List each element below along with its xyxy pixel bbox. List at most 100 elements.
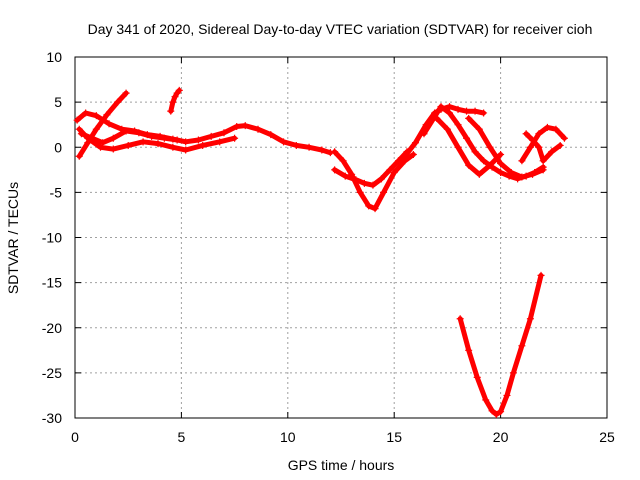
- data-point-arc-l: [535, 130, 543, 138]
- data-point-arc-f: [341, 172, 349, 180]
- series-arc-l: [519, 124, 567, 164]
- data-point-arc-i: [420, 130, 428, 138]
- data-point-arc-g: [339, 157, 347, 165]
- data-point-arc-l: [526, 143, 534, 151]
- series-arc-b: [76, 90, 129, 159]
- data-point-arc-d: [122, 127, 130, 135]
- data-point-arc-h: [446, 103, 454, 111]
- data-point-arc-k: [497, 159, 505, 167]
- data-point-arc-a: [182, 138, 190, 146]
- data-point-arc-j: [497, 150, 505, 158]
- data-point-arc-c: [154, 140, 162, 148]
- data-point-arc-d: [109, 134, 117, 142]
- data-point-arc-a: [254, 125, 262, 133]
- data-point-arc-g: [356, 188, 364, 196]
- x-tick-label: 10: [280, 429, 296, 445]
- data-point-arc-d: [99, 139, 107, 147]
- data-point-arc-k: [507, 169, 515, 177]
- y-tick-label: -25: [42, 365, 62, 381]
- data-point-arc-g: [331, 148, 339, 156]
- data-point-arc-c: [182, 146, 190, 154]
- y-tick-label: 10: [46, 49, 62, 65]
- data-point-arc-c: [97, 143, 105, 151]
- series-arc-n: [457, 272, 544, 417]
- data-point-arc-m: [535, 143, 543, 151]
- data-point-arc-i: [471, 148, 479, 156]
- data-point-arc-d: [160, 134, 168, 142]
- data-point-arc-a: [194, 136, 202, 144]
- data-point-arc-d: [77, 130, 85, 138]
- data-point-arc-l: [518, 157, 526, 165]
- data-point-arc-l: [543, 123, 551, 131]
- data-point-arc-f: [360, 179, 368, 187]
- data-point-arc-e: [169, 98, 177, 106]
- data-point-arc-h: [411, 139, 419, 147]
- x-tick-label: 20: [493, 429, 509, 445]
- data-point-arc-i: [437, 103, 445, 111]
- data-point-arc-a: [233, 122, 241, 130]
- data-point-arc-m: [522, 130, 530, 138]
- data-point-arc-m: [548, 148, 556, 156]
- data-point-arc-a: [241, 122, 249, 130]
- y-tick-label: -20: [42, 320, 62, 336]
- data-point-arc-f: [369, 181, 377, 189]
- y-tick-label: -10: [42, 230, 62, 246]
- series-arc-m: [523, 131, 563, 164]
- data-point-arc-b: [122, 89, 130, 97]
- x-tick-label: 0: [71, 429, 79, 445]
- data-point-arc-a: [92, 112, 100, 120]
- data-point-arc-g: [380, 188, 388, 196]
- data-point-arc-j: [454, 143, 462, 151]
- data-point-arc-j: [443, 125, 451, 133]
- data-point-arc-d: [88, 134, 96, 142]
- data-point-arc-h: [463, 107, 471, 115]
- data-point-arc-c: [75, 125, 83, 133]
- data-point-arc-i: [463, 134, 471, 142]
- data-point-arc-b: [114, 98, 122, 106]
- data-point-arc-j: [433, 114, 441, 122]
- data-point-arc-n: [497, 408, 505, 416]
- data-point-arc-k: [486, 143, 494, 151]
- x-tick-label: 15: [386, 429, 402, 445]
- data-point-arc-c: [109, 145, 117, 153]
- x-tick-label: 25: [599, 429, 615, 445]
- series-arc-a: [74, 110, 333, 156]
- data-point-arc-n: [503, 391, 511, 399]
- data-point-arc-h: [471, 107, 479, 115]
- data-point-arc-a: [105, 120, 113, 128]
- data-point-arc-g: [371, 205, 379, 213]
- y-tick-label: -5: [50, 184, 63, 200]
- data-point-arc-c: [169, 143, 177, 151]
- y-tick-label: -15: [42, 275, 62, 291]
- data-point-arc-h: [454, 105, 462, 113]
- y-axis-label: SDTVAR / TECUs: [5, 182, 21, 294]
- data-point-arc-i: [429, 116, 437, 124]
- data-series: [73, 86, 568, 418]
- x-tick-label: 5: [178, 429, 186, 445]
- data-point-arc-e: [175, 86, 183, 94]
- data-point-arc-f: [386, 166, 394, 174]
- data-point-arc-a: [267, 131, 275, 139]
- data-point-arc-j: [486, 161, 494, 169]
- data-point-arc-b: [75, 152, 83, 160]
- data-point-arc-i: [497, 169, 505, 177]
- data-point-arc-f: [331, 166, 339, 174]
- series-arc-g: [332, 149, 416, 212]
- data-point-arc-b: [92, 125, 100, 133]
- data-point-arc-n: [482, 396, 490, 404]
- data-point-arc-g: [409, 150, 417, 158]
- data-point-arc-d: [148, 132, 156, 140]
- data-point-arc-c: [139, 138, 147, 146]
- data-point-arc-d: [135, 129, 143, 137]
- data-point-arc-n: [537, 271, 545, 279]
- data-point-arc-m: [529, 136, 537, 144]
- data-point-arc-f: [394, 157, 402, 165]
- data-point-arc-f: [377, 175, 385, 183]
- data-point-arc-g: [348, 170, 356, 178]
- data-point-arc-h: [480, 109, 488, 117]
- series-arc-c: [76, 126, 238, 153]
- data-point-arc-c: [216, 138, 224, 146]
- data-point-arc-j: [465, 161, 473, 169]
- data-point-arc-n: [492, 410, 500, 418]
